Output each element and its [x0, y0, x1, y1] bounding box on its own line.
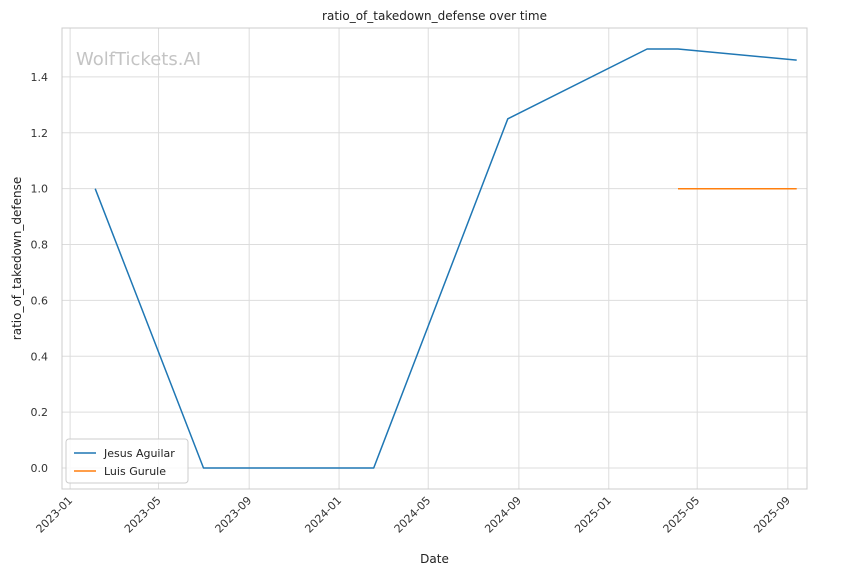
series-line [94, 48, 797, 469]
y-tick-label: 0.6 [31, 294, 49, 307]
watermark: WolfTickets.AI [76, 49, 201, 70]
legend: Jesus Aguilar Luis Gurule [65, 438, 189, 484]
y-axis-label: ratio_of_takedown_defense [10, 177, 24, 340]
x-axis-label: Date [420, 552, 449, 566]
legend-label: Jesus Aguilar [103, 447, 175, 460]
y-tick-label: 1.4 [31, 71, 49, 84]
y-tick-label: 1.0 [31, 183, 49, 196]
plot-area-frame [61, 27, 808, 490]
y-tick-label: 0.8 [31, 239, 49, 252]
chart-title: ratio_of_takedown_defense over time [322, 9, 547, 23]
y-tick-label: 0.4 [31, 350, 49, 363]
legend-box [65, 438, 189, 484]
y-tick-label: 1.2 [31, 127, 49, 140]
y-tick-label: 0.2 [31, 406, 49, 419]
grid-lines [62, 28, 807, 489]
series-lines [94, 48, 797, 469]
y-tick-label: 0.0 [31, 462, 49, 475]
y-axis-ticks: 0.0 0.2 0.4 0.6 0.8 1.0 1.2 1.4 [31, 71, 49, 475]
legend-label: Luis Gurule [104, 465, 166, 478]
